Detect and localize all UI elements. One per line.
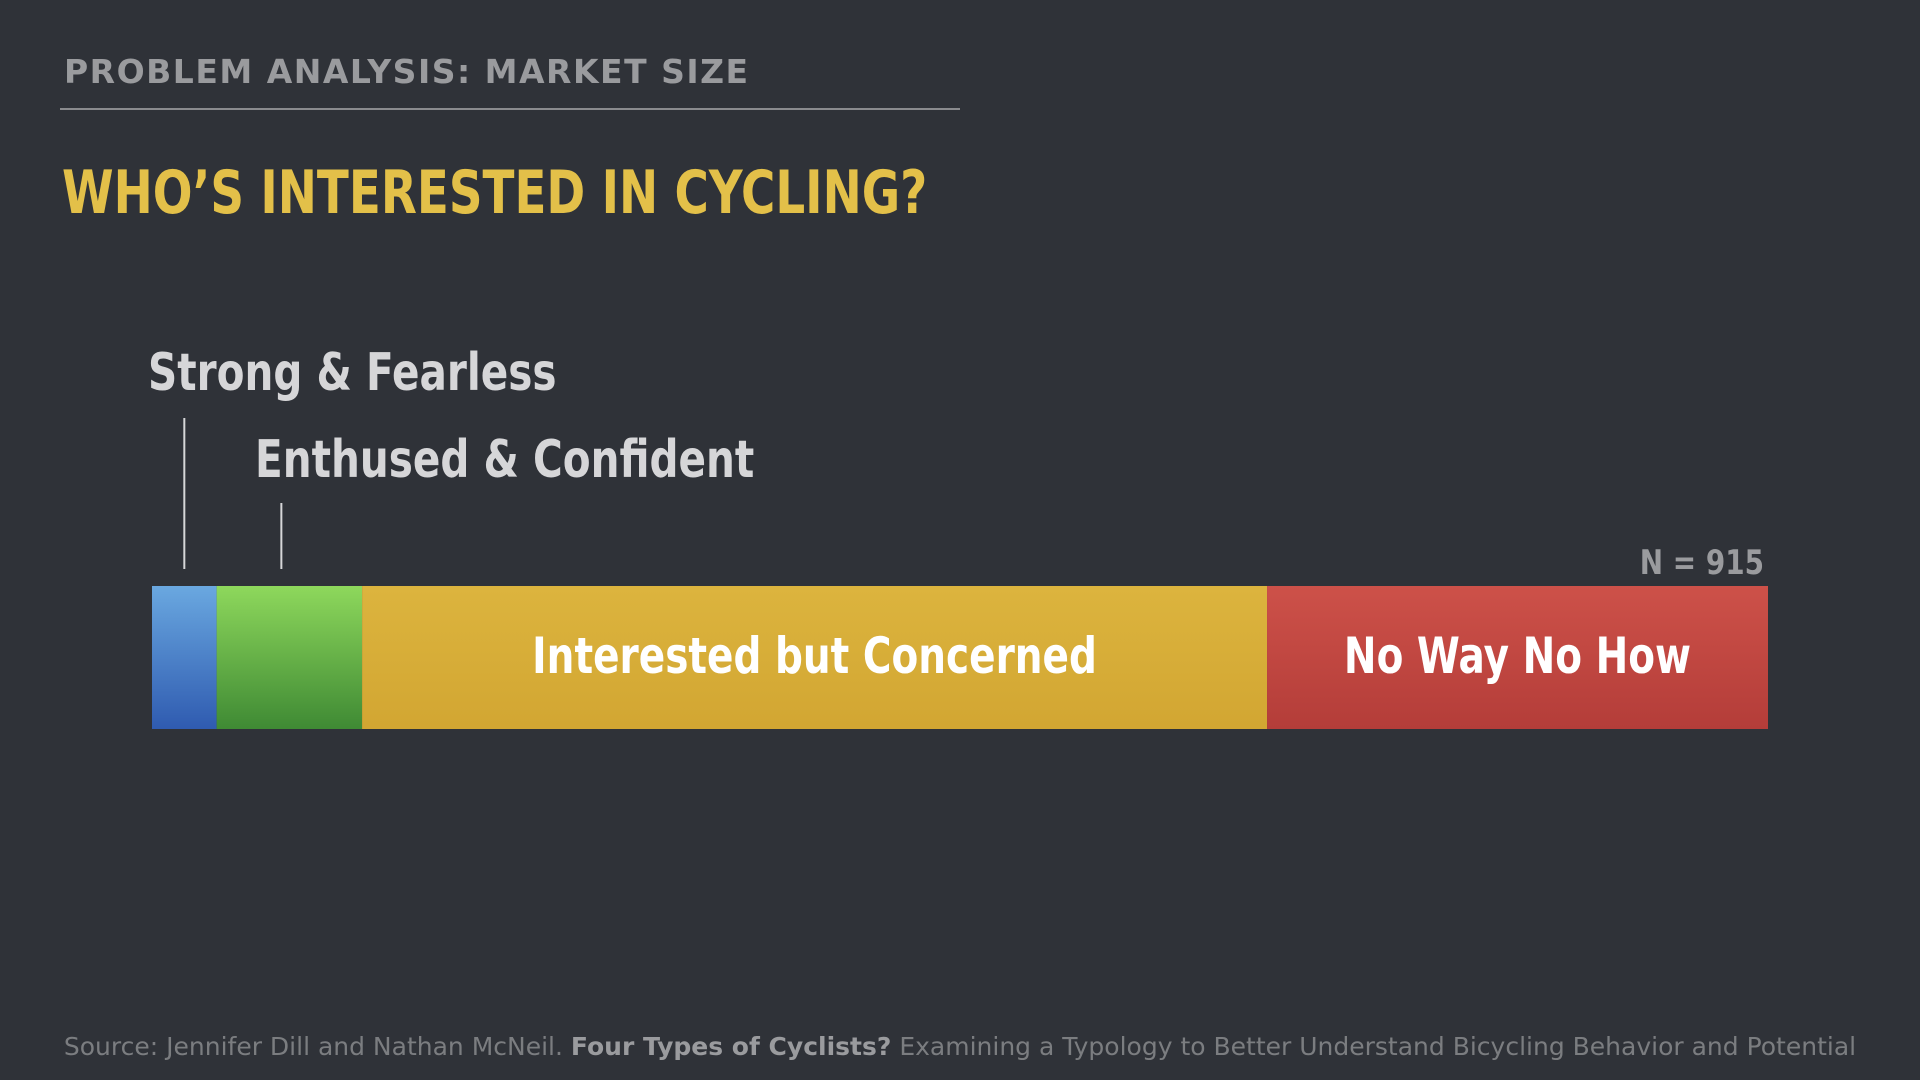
sample-size-label: N = 915: [1640, 543, 1764, 582]
section-divider: [60, 108, 960, 110]
segment-label-no-way-no-how: No Way No How: [1344, 626, 1691, 685]
source-citation-title: Four Types of Cyclists?: [570, 1032, 892, 1061]
slide-title: WHO’S INTERESTED IN CYCLING?: [62, 158, 928, 228]
bar-segment-interested-but-concerned: [362, 586, 1268, 729]
bar-segment-no-way-no-how: [1267, 586, 1768, 729]
callout-label-enthused-confident: Enthused & Confident: [255, 429, 754, 489]
bar-segment-enthused-confident: [216, 586, 363, 729]
source-citation-prefix: Source: Jennifer Dill and Nathan McNeil.: [63, 1032, 563, 1061]
segment-label-interested-but-concerned: Interested but Concerned: [532, 626, 1097, 685]
source-citation-suffix: Examining a Typology to Better Understan…: [899, 1032, 1857, 1061]
source-citation: Source: Jennifer Dill and Nathan McNeil.…: [0, 1032, 1920, 1061]
callout-label-strong-fearless: Strong & Fearless: [148, 342, 557, 402]
bar-segment-strong-fearless: [152, 586, 217, 729]
section-label: PROBLEM ANALYSIS: MARKET SIZE: [64, 52, 750, 91]
